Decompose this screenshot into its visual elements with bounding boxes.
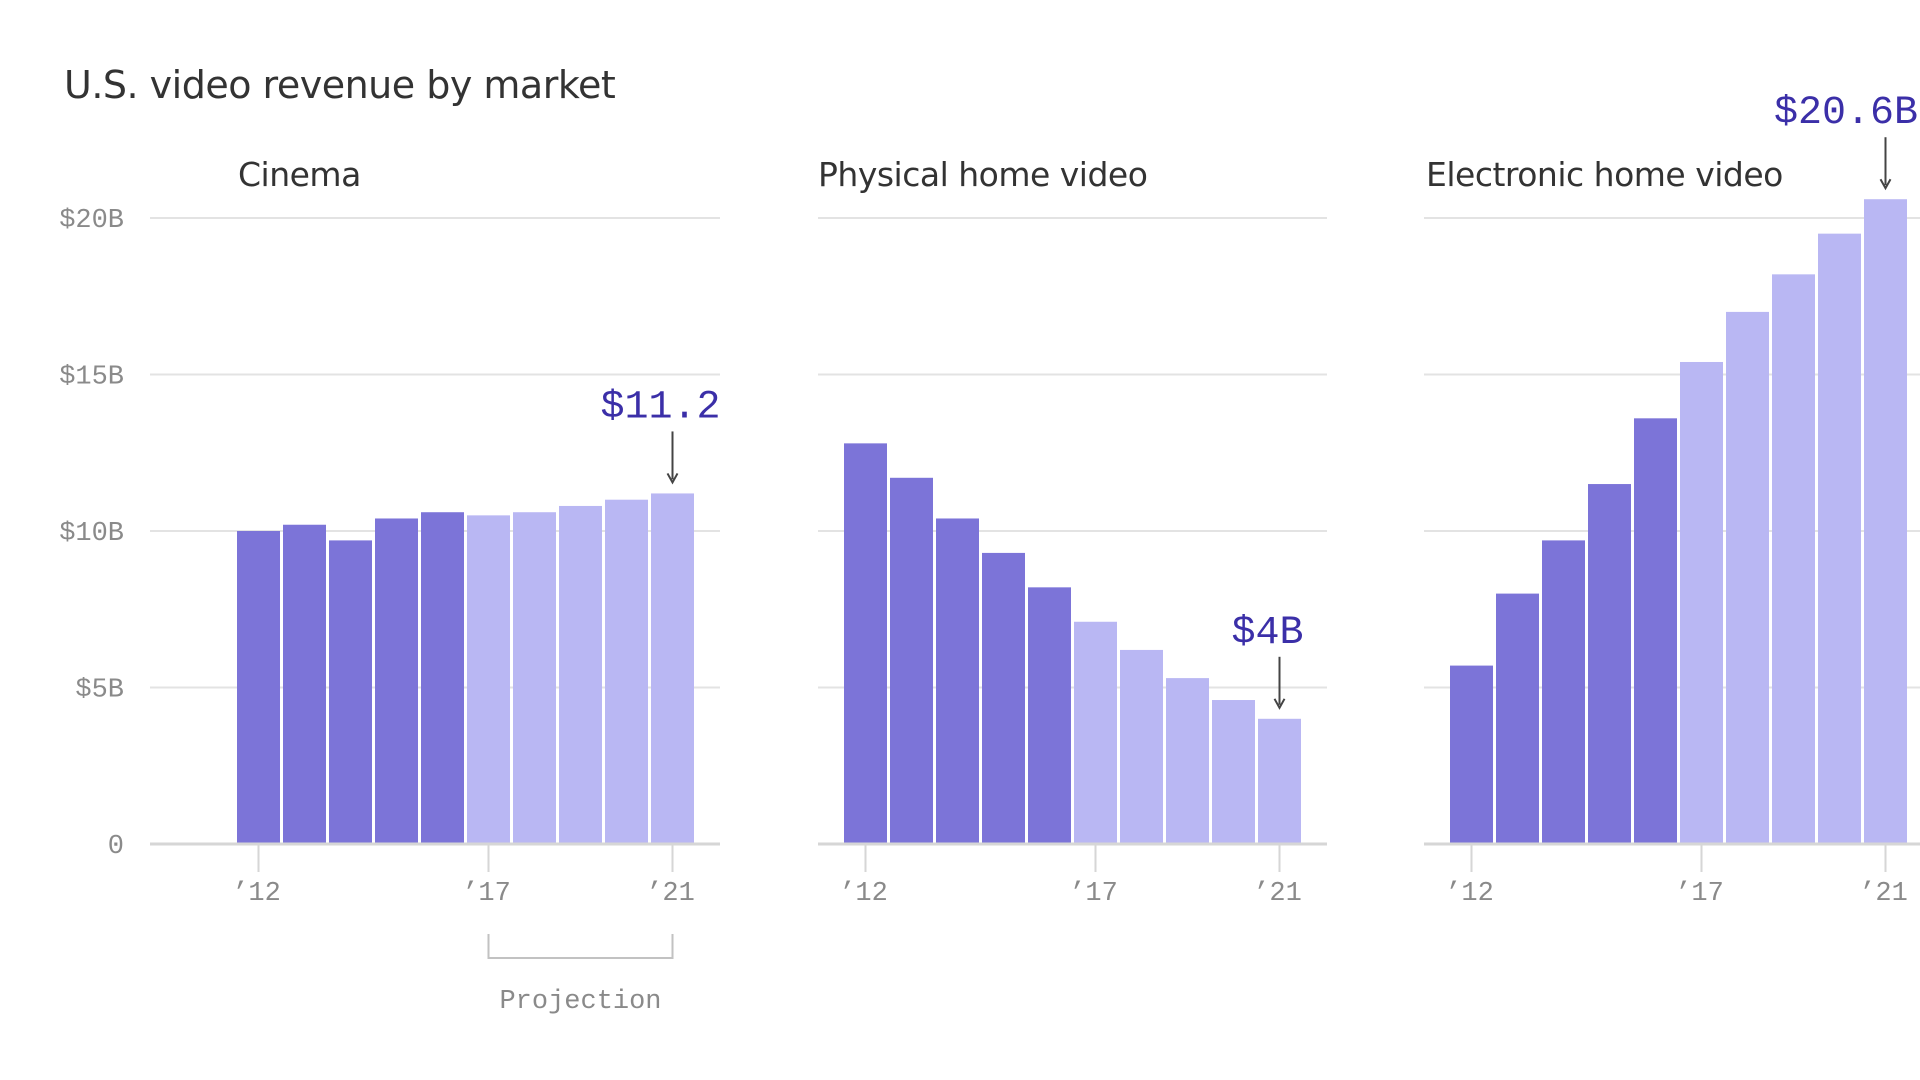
x-tick-label: ’12 [839,879,888,909]
bar-2020 [1818,233,1861,844]
y-tick-label: 0 [108,832,124,862]
bar-2014 [936,518,979,844]
bar-2016 [1028,587,1071,844]
bar-2012 [844,443,887,844]
bar-2019 [1166,678,1209,844]
bar-2016 [1634,418,1677,844]
bar-2012 [1450,665,1493,844]
panel-electronic-home-video: ’12 ’17 ’21 Electronic home video $20.6B [1424,91,1920,909]
bar-2013 [283,524,326,844]
panel-title: Physical home video [818,155,1147,194]
bar-2014 [329,540,372,844]
chart-title: U.S. video revenue by market [64,63,615,107]
bar-2018 [1120,649,1163,844]
bar-2021 [1864,199,1907,845]
bar-2013 [890,477,933,844]
x-tick-label: ’17 [1069,879,1118,909]
bar-2020 [1212,700,1255,844]
y-tick-label: $20B [59,206,124,236]
x-tick-label: ’21 [646,879,695,909]
panel-physical-home-video: ’12 ’17 ’21 Physical home video $4B [818,155,1327,909]
arrow-head [1879,178,1892,191]
bar-2015 [1588,484,1631,844]
bar-2013 [1496,593,1539,844]
x-tick-label: ’21 [1253,879,1302,909]
x-tick-label: ’12 [232,879,281,909]
x-tick-label: ’17 [462,879,511,909]
y-tick-label: $15B [59,363,124,393]
x-tick-label: ’12 [1445,879,1494,909]
value-annotation: $4B [1231,611,1303,656]
y-tick-label: $5B [75,676,124,706]
bar-2015 [375,518,418,844]
bar-2018 [513,512,556,844]
projection-bracket [487,934,674,959]
x-tick-label: ’21 [1859,879,1908,909]
bar-2019 [1772,274,1815,845]
bar-2014 [1542,540,1585,844]
value-annotation: $11.2 [600,385,720,430]
bar-2017 [1680,361,1723,844]
bar-2017 [467,515,510,844]
value-annotation: $20.6B [1774,91,1918,136]
panel-title: Electronic home video [1426,155,1783,194]
bar-2018 [1726,311,1769,844]
bar-2017 [1074,621,1117,844]
bar-2016 [421,512,464,844]
arrow-head [666,472,679,485]
panel-title: Cinema [238,155,361,194]
projection-label: Projection [499,987,661,1017]
bar-2021 [651,493,694,844]
bar-2020 [605,499,648,844]
bar-2015 [982,552,1025,844]
bar-2012 [237,531,280,844]
arrow-head [1273,698,1286,710]
x-tick-label: ’17 [1675,879,1724,909]
chart-panels: 0$5B$10B$15B$20B’12’17’21Cinema$11.2’12’… [59,91,1920,1017]
bar-2019 [559,505,602,844]
bar-2021 [1258,718,1301,844]
panel-cinema: ’12 ’17 ’21 Cinema $11.2 [150,155,721,909]
y-tick-label: $10B [59,519,124,549]
